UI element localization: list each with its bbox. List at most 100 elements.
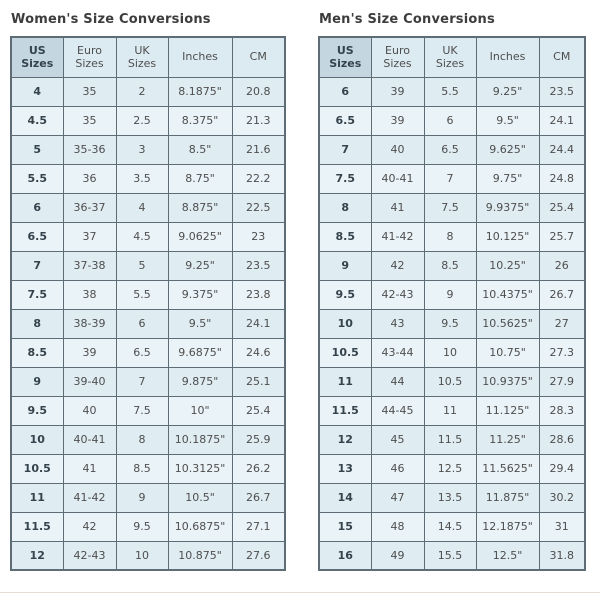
size-cell: 10.6875" <box>167 511 233 542</box>
size-cell: 3 <box>115 134 169 165</box>
size-cell: 9.5 <box>423 308 477 339</box>
size-cell: 4 <box>115 192 169 223</box>
size-cell: 2 <box>115 76 169 107</box>
table-row: 11.5 42 9.5 10.6875" 27.1 <box>10 511 286 542</box>
table-row: 6 39 5.5 9.25" 23.5 <box>318 76 586 107</box>
size-cell: 30.2 <box>538 482 586 513</box>
size-cell: 48 <box>370 511 425 542</box>
womens-size-section: Women's Size Conversions US Sizes Euro Si… <box>10 10 286 571</box>
womens-table-title: Women's Size Conversions <box>11 12 211 27</box>
table-row: 7.5 38 5.5 9.375" 23.8 <box>10 279 286 310</box>
us-size-cell: 13 <box>318 453 372 484</box>
size-cell: 31.8 <box>538 540 586 571</box>
size-cell: 5 <box>115 250 169 281</box>
size-cell: 40 <box>370 134 425 165</box>
size-cell: 11.125" <box>475 395 540 426</box>
womens-size-table: US Sizes Euro Sizes UK Sizes Inches CM 4 35 2 8… <box>10 36 286 571</box>
size-cell: 38 <box>62 279 117 310</box>
tables-row: Women's Size Conversions US Sizes Euro Si… <box>10 10 600 571</box>
size-cell: 41 <box>62 453 117 484</box>
size-cell: 8 <box>115 424 169 455</box>
size-cell: 39-40 <box>62 366 117 397</box>
size-cell: 40-41 <box>370 163 425 194</box>
column-header: Inches <box>167 36 233 78</box>
us-size-cell: 9.5 <box>10 395 64 426</box>
size-cell: 8.5" <box>167 134 233 165</box>
us-size-cell: 10 <box>318 308 372 339</box>
size-cell: 25.4 <box>231 395 286 426</box>
size-cell: 23.8 <box>231 279 286 310</box>
size-cell: 6.5 <box>115 337 169 368</box>
us-size-cell: 8 <box>318 192 372 223</box>
size-cell: 7 <box>423 163 477 194</box>
us-size-cell: 7.5 <box>10 279 64 310</box>
table-row: 14 47 13.5 11.875" 30.2 <box>318 482 586 513</box>
us-size-cell: 6 <box>318 76 372 107</box>
size-cell: 36-37 <box>62 192 117 223</box>
column-header: UK Sizes <box>115 36 169 78</box>
size-cell: 27.6 <box>231 540 286 571</box>
size-cell: 21.3 <box>231 105 286 136</box>
size-cell: 41-42 <box>62 482 117 513</box>
column-header: Euro Sizes <box>370 36 425 78</box>
us-size-cell: 4 <box>10 76 64 107</box>
size-cell: 9.25" <box>475 76 540 107</box>
mens-table-title: Men's Size Conversions <box>319 12 495 27</box>
table-row: 9.5 40 7.5 10" 25.4 <box>10 395 286 426</box>
size-cell: 10.25" <box>475 250 540 281</box>
table-row: 6.5 39 6 9.5" 24.1 <box>318 105 586 136</box>
us-size-cell: 5.5 <box>10 163 64 194</box>
us-size-cell: 10.5 <box>10 453 64 484</box>
size-cell: 3.5 <box>115 163 169 194</box>
size-cell: 41-42 <box>370 221 425 252</box>
size-cell: 26.7 <box>538 279 586 310</box>
size-cell: 24.4 <box>538 134 586 165</box>
table-row: 10 40-41 8 10.1875" 25.9 <box>10 424 286 455</box>
size-cell: 9.5 <box>115 511 169 542</box>
size-cell: 10.1875" <box>167 424 233 455</box>
size-cell: 10.5" <box>167 482 233 513</box>
size-cell: 8 <box>423 221 477 252</box>
size-cell: 23.5 <box>231 250 286 281</box>
size-cell: 6 <box>423 105 477 136</box>
size-cell: 44 <box>370 366 425 397</box>
table-row: 11 41-42 9 10.5" 26.7 <box>10 482 286 513</box>
size-cell: 11.25" <box>475 424 540 455</box>
size-cell: 23 <box>231 221 286 252</box>
size-cell: 4.5 <box>115 221 169 252</box>
size-cell: 40 <box>62 395 117 426</box>
size-cell: 10.75" <box>475 337 540 368</box>
size-cell: 27.3 <box>538 337 586 368</box>
size-cell: 8.5 <box>115 453 169 484</box>
size-cell: 29.4 <box>538 453 586 484</box>
size-cell: 46 <box>370 453 425 484</box>
size-cell: 9.875" <box>167 366 233 397</box>
size-cell: 9 <box>115 482 169 513</box>
us-size-cell: 16 <box>318 540 372 571</box>
size-cell: 10.5 <box>423 366 477 397</box>
us-size-cell: 6 <box>10 192 64 223</box>
size-cell: 42 <box>62 511 117 542</box>
size-cell: 35 <box>62 76 117 107</box>
size-cell: 36 <box>62 163 117 194</box>
us-size-cell: 10 <box>10 424 64 455</box>
size-cell: 10.875" <box>167 540 233 571</box>
table-row: 11.5 44-45 11 11.125" 28.3 <box>318 395 586 426</box>
table-row: 7.5 40-41 7 9.75" 24.8 <box>318 163 586 194</box>
size-cell: 26.2 <box>231 453 286 484</box>
size-cell: 39 <box>62 337 117 368</box>
table-row: 10 43 9.5 10.5625" 27 <box>318 308 586 339</box>
size-cell: 41 <box>370 192 425 223</box>
us-size-cell: 12 <box>318 424 372 455</box>
size-cell: 39 <box>370 105 425 136</box>
size-cell: 35-36 <box>62 134 117 165</box>
table-row: 9.5 42-43 9 10.4375" 26.7 <box>318 279 586 310</box>
table-row: 9 39-40 7 9.875" 25.1 <box>10 366 286 397</box>
us-size-cell: 6.5 <box>10 221 64 252</box>
size-cell: 25.7 <box>538 221 586 252</box>
table-row: 5 35-36 3 8.5" 21.6 <box>10 134 286 165</box>
column-header: US Sizes <box>318 36 372 78</box>
column-header: UK Sizes <box>423 36 477 78</box>
size-cell: 42 <box>370 250 425 281</box>
us-size-cell: 10.5 <box>318 337 372 368</box>
